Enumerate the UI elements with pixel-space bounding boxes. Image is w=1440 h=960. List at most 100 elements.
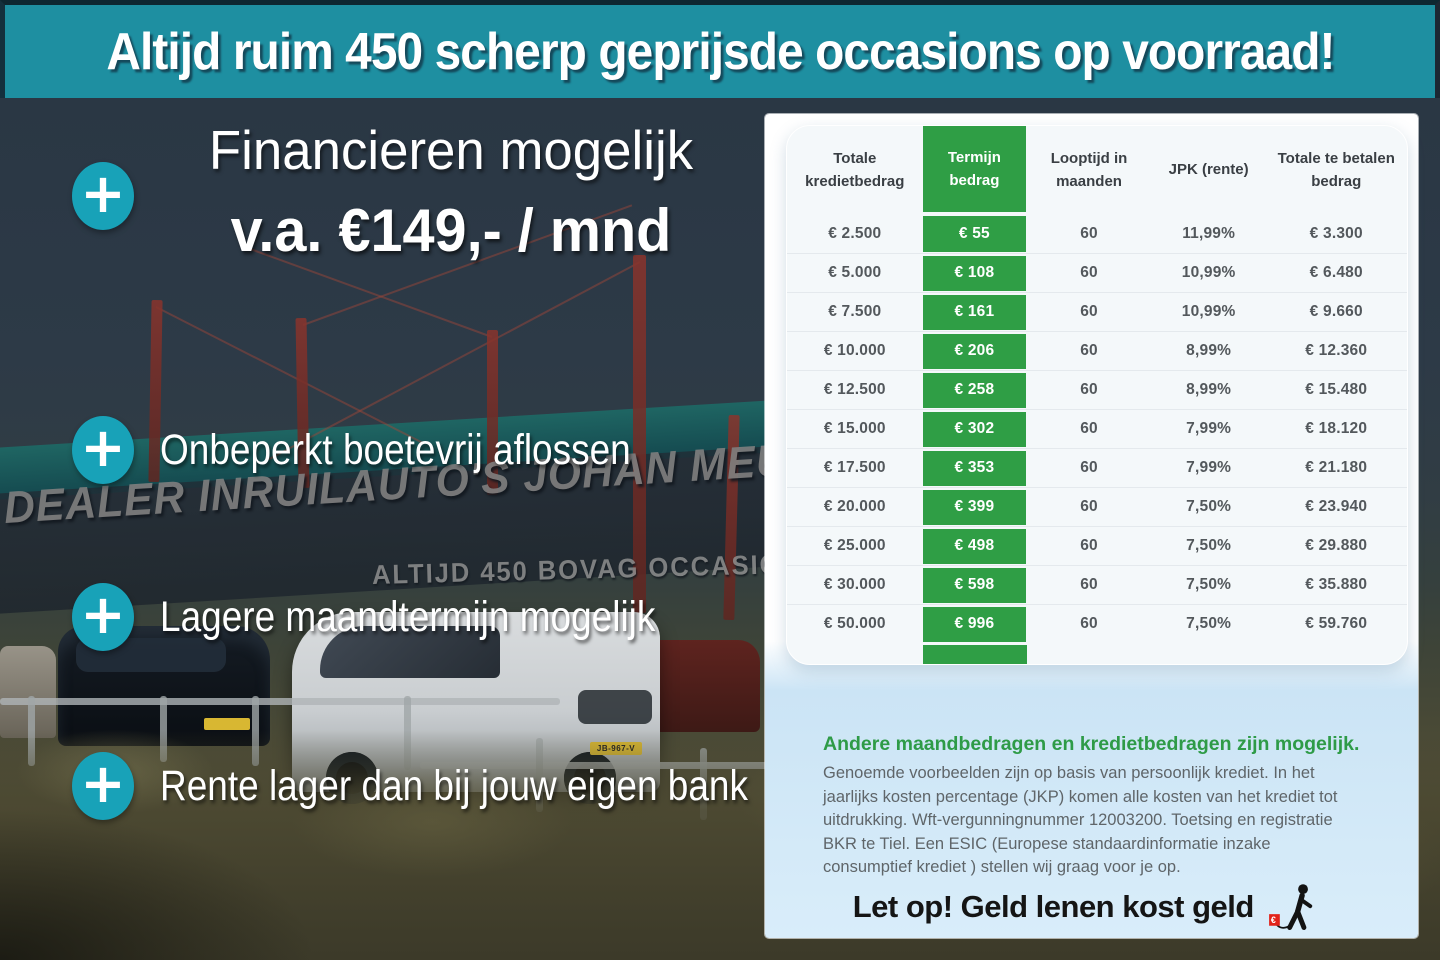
table-cell: 7,99% [1186, 459, 1232, 476]
geld-lenen-kost-geld-icon: € [1269, 884, 1313, 930]
red-mast [633, 255, 646, 613]
table-cell: € 29.880 [1305, 537, 1368, 554]
termijn-cell: € 996 [922, 605, 1027, 643]
table-cell: 10,99% [1181, 303, 1236, 320]
usp-text: Onbeperkt boetevrij aflossen [160, 425, 631, 474]
table-row: € 2.500 € 55 60 11,99% € 3.300 [787, 214, 1407, 253]
column-header-termijn: Termijn bedrag [922, 126, 1027, 214]
termijn-cell: € 161 [922, 293, 1027, 331]
table-cell: € 9.660 [1309, 303, 1363, 320]
table-row: € 30.000 € 598 60 7,50% € 35.880 [787, 565, 1407, 604]
svg-text:€: € [1271, 915, 1276, 925]
table-cell: € 12.500 [823, 381, 886, 398]
column-header: Totale kredietbedrag [805, 149, 905, 190]
top-banner: Altijd ruim 450 scherp geprijsde occasio… [0, 0, 1440, 98]
table-cell: € 18.120 [1305, 420, 1368, 437]
plus-icon: + [72, 416, 134, 484]
table-cell: 60 [1080, 498, 1098, 515]
table-cell: € 35.880 [1305, 576, 1368, 593]
car-grille [578, 690, 652, 724]
table-cell: € 25.000 [823, 537, 886, 554]
fence-post [160, 696, 167, 762]
table-row: € 25.000 € 498 60 7,50% € 29.880 [787, 526, 1407, 565]
usp-bullet: + Lagere maandtermijn mogelijk [72, 582, 736, 652]
disclaimer-body: Genoemde voorbeelden zijn op basis van p… [823, 764, 1338, 877]
termijn-cell: € 598 [922, 566, 1027, 604]
table-header-row: Totale kredietbedrag Termijn bedrag Loop… [787, 126, 1407, 214]
car-window [320, 626, 500, 678]
table-cell: 60 [1080, 615, 1098, 632]
table-cell: € 23.940 [1305, 498, 1368, 515]
column-header: JPK (rente) [1168, 161, 1249, 179]
table-cell: 7,50% [1186, 498, 1232, 515]
table-row: € 20.000 € 399 60 7,50% € 23.940 [787, 487, 1407, 526]
table-cell: € 2.500 [828, 224, 882, 242]
table-cell: € 6.480 [1309, 264, 1363, 281]
red-mast [487, 330, 498, 495]
table-cell: € 10.000 [823, 342, 886, 359]
table-row: € 5.000 € 108 60 10,99% € 6.480 [787, 253, 1407, 292]
termijn-cell: € 498 [922, 527, 1027, 565]
table-cell: 11,99% [1182, 224, 1236, 242]
table-cell: 8,99% [1186, 381, 1232, 398]
termijn-cell: € 353 [922, 449, 1027, 487]
column-header: Looptijd in maanden [1050, 149, 1128, 190]
table-cell: 60 [1080, 537, 1098, 554]
disclaimer-highlight: Andere maandbedragen en kredietbedragen … [823, 733, 1360, 755]
termijn-cell: € 258 [922, 371, 1027, 409]
green-column-tail [923, 645, 1027, 664]
fence-rail [0, 698, 560, 705]
table-cell: 60 [1080, 303, 1098, 320]
table-cell: 60 [1080, 420, 1098, 437]
termijn-cell: € 302 [922, 410, 1027, 448]
termijn-cell: € 55 [922, 214, 1027, 253]
table-cell: € 50.000 [823, 615, 886, 632]
table-row: € 17.500 € 353 60 7,99% € 21.180 [787, 448, 1407, 487]
finance-headline: Financieren mogelijk [208, 119, 694, 181]
table-cell: € 20.000 [823, 498, 886, 515]
termijn-cell: € 399 [922, 488, 1027, 526]
table-cell: 7,99% [1186, 420, 1232, 437]
table-body: € 2.500 € 55 60 11,99% € 3.300 € 5.000 € 108 60… [787, 214, 1407, 643]
table-cell: € 12.360 [1305, 342, 1368, 359]
table-cell: € 15.480 [1305, 381, 1368, 398]
table-cell: 60 [1080, 576, 1098, 593]
plus-icon: + [72, 752, 134, 820]
table-cell: € 5.000 [828, 264, 882, 281]
table-row: € 50.000 € 996 60 7,50% € 59.760 [787, 604, 1407, 643]
usp-bullet: + Onbeperkt boetevrij aflossen [72, 415, 707, 485]
credit-warning-text: Let op! Geld lenen kost geld [852, 889, 1255, 924]
usp-bullet: + Rente lager dan bij jouw eigen bank [72, 751, 844, 821]
table-row: € 10.000 € 206 60 8,99% € 12.360 [787, 331, 1407, 370]
table-row: € 12.500 € 258 60 8,99% € 15.480 [787, 370, 1407, 409]
license-plate [204, 718, 250, 730]
table-cell: € 17.500 [823, 459, 886, 476]
usp-text: Lagere maandtermijn mogelijk [160, 592, 656, 641]
table-row: € 15.000 € 302 60 7,99% € 18.120 [787, 409, 1407, 448]
table-cell: 60 [1080, 459, 1098, 476]
table-cell: 7,50% [1186, 537, 1232, 554]
table-cell: 8,99% [1186, 342, 1232, 359]
banner-text: Altijd ruim 450 scherp geprijsde occasio… [105, 22, 1335, 81]
plus-icon: + [72, 162, 134, 230]
table-cell: € 59.760 [1305, 615, 1368, 632]
table-cell: 60 [1080, 342, 1098, 359]
termijn-cell: € 108 [922, 254, 1027, 292]
table-cell: € 7.500 [828, 303, 882, 320]
table-cell: 7,50% [1186, 576, 1232, 593]
table-cell: 7,50% [1186, 615, 1232, 632]
table-row: € 7.500 € 161 60 10,99% € 9.660 [787, 292, 1407, 331]
credit-warning: Let op! Geld lenen kost geld € [765, 882, 1410, 932]
finance-headline-block: Financieren mogelijk v.a. €149,- / mnd [145, 118, 757, 265]
plus-icon: + [72, 583, 134, 651]
table-cell: € 15.000 [823, 420, 886, 437]
table-cell: 60 [1080, 224, 1098, 242]
table-cell: € 21.180 [1305, 459, 1368, 476]
table-cell: € 3.300 [1309, 224, 1363, 242]
column-header: Totale te betalen bedrag [1277, 149, 1395, 190]
table-cell: € 30.000 [823, 576, 886, 593]
table-cell: 60 [1080, 381, 1098, 398]
usp-text: Rente lager dan bij jouw eigen bank [160, 761, 748, 810]
table-cell: 10,99% [1181, 264, 1236, 281]
